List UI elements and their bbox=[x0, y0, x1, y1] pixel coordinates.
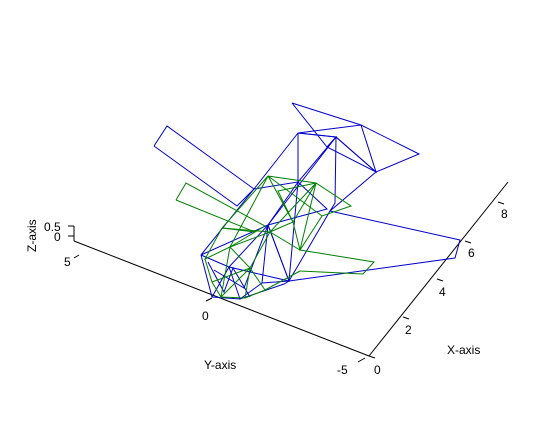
blue-nose-mesh-1 bbox=[200, 224, 290, 298]
z-tick-label-0: 0 bbox=[54, 230, 61, 244]
green-nose-2 bbox=[220, 246, 266, 299]
blue-nose-mesh-3 bbox=[207, 261, 251, 298]
blue-tail-2 bbox=[297, 124, 378, 174]
tick-labels: 5 0 -5 0 2 4 6 8 0 0.5 bbox=[44, 207, 508, 377]
green-body-5 bbox=[292, 215, 323, 252]
y-tick-label-0: 0 bbox=[202, 309, 209, 323]
x-tick-4 bbox=[436, 278, 444, 282]
x-axis-line bbox=[368, 181, 509, 357]
green-wing-left bbox=[175, 182, 267, 233]
y-tick-neg5 bbox=[357, 357, 366, 363]
blue-wing-left bbox=[153, 125, 255, 207]
y-axis-label: Y-axis bbox=[204, 358, 236, 372]
x-tick-label-6: 6 bbox=[468, 246, 475, 260]
green-nose-1 bbox=[204, 258, 301, 299]
y-axis-line bbox=[73, 240, 370, 357]
green-nose-4 bbox=[229, 231, 271, 269]
y-tick-0 bbox=[205, 297, 213, 302]
series-blue-wireframe bbox=[153, 102, 461, 300]
green-struts-2 bbox=[221, 227, 257, 248]
blue-tail bbox=[291, 102, 421, 173]
green-struts-1 bbox=[267, 175, 317, 223]
blue-struts-4 bbox=[288, 181, 299, 282]
x-tick-label-0: 0 bbox=[374, 363, 381, 377]
x-tick-label-8: 8 bbox=[501, 207, 508, 221]
x-tick-6 bbox=[464, 240, 472, 244]
x-tick-8 bbox=[497, 201, 505, 205]
blue-wing-right bbox=[288, 210, 461, 282]
z-tick-label-0.5: 0.5 bbox=[44, 220, 61, 234]
blue-nose-mesh-2 bbox=[228, 266, 290, 300]
z-axis-label: Z-axis bbox=[25, 219, 39, 252]
blue-struts-1 bbox=[267, 135, 337, 226]
axes bbox=[68, 181, 509, 363]
y-tick-label-neg5: -5 bbox=[337, 363, 348, 377]
y-tick-label-5: 5 bbox=[64, 255, 71, 269]
green-wing-right bbox=[299, 249, 375, 275]
x-axis-label: X-axis bbox=[447, 343, 480, 357]
x-tick-2 bbox=[402, 316, 410, 320]
series-green-wireframe bbox=[175, 175, 375, 299]
blue-struts-2 bbox=[267, 181, 328, 226]
y-tick-5 bbox=[73, 254, 80, 259]
x-tick-label-2: 2 bbox=[405, 323, 412, 337]
green-body-3 bbox=[229, 182, 317, 251]
x-tick-label-4: 4 bbox=[439, 285, 446, 299]
x-tick-0 bbox=[368, 355, 376, 359]
